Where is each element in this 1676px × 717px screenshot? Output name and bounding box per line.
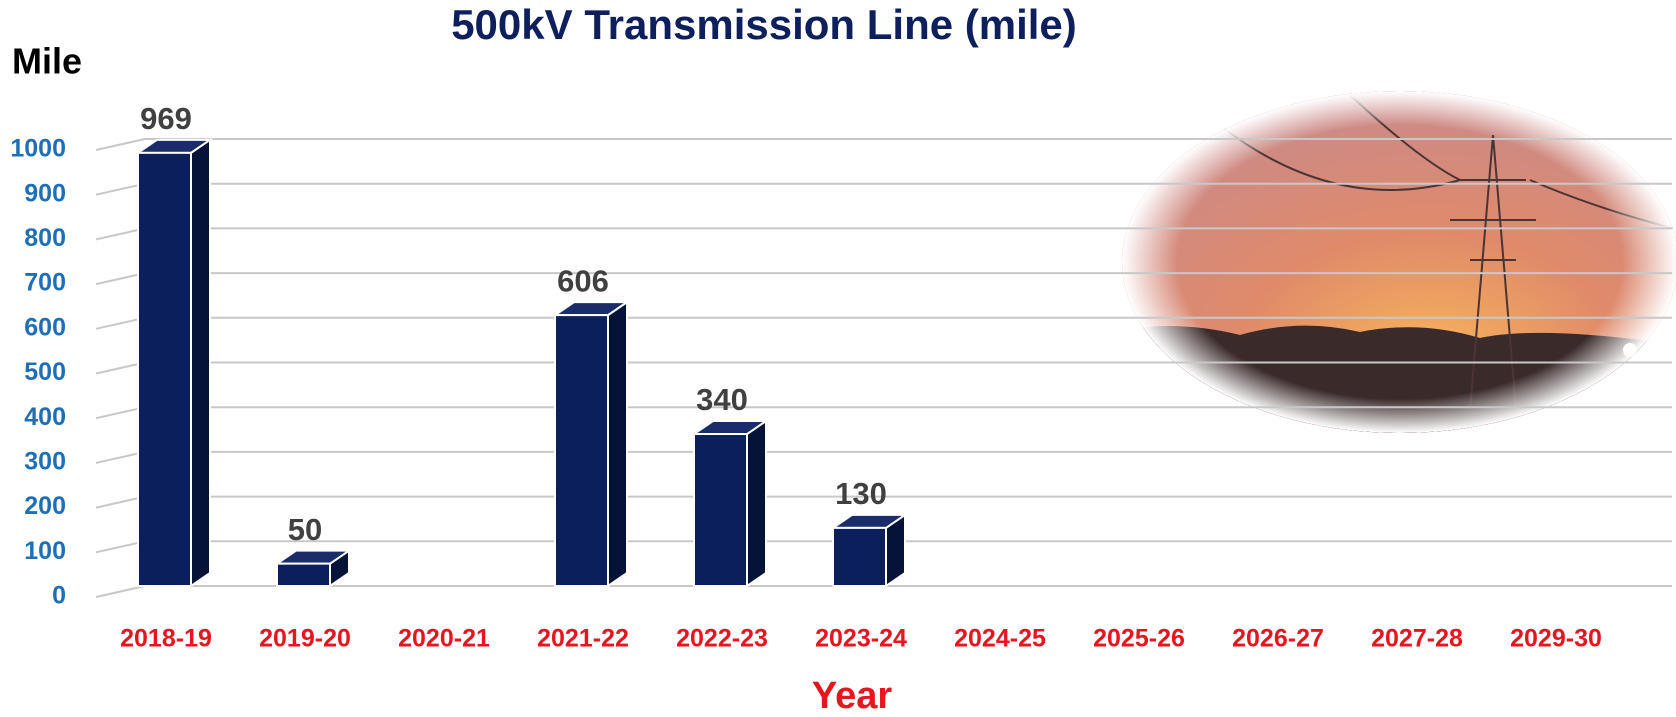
grid-line-side <box>96 139 145 150</box>
data-label: 969 <box>140 101 192 136</box>
bar <box>138 140 210 586</box>
bar-face <box>138 153 191 586</box>
data-label: 130 <box>835 476 887 511</box>
bar <box>277 551 349 586</box>
y-tick-label: 500 <box>24 358 66 386</box>
bar-face <box>555 315 608 586</box>
chart-title: 500kV Transmission Line (mile) <box>451 1 1077 48</box>
grid-line-side <box>96 586 145 597</box>
bar-face <box>608 302 627 586</box>
y-axis-title: Mile <box>12 41 82 82</box>
x-tick-label: 2023-24 <box>815 625 907 653</box>
x-tick-label: 2025-26 <box>1093 625 1185 653</box>
x-tick-label: 2026-27 <box>1232 625 1324 653</box>
x-tick-label: 2020-21 <box>398 625 490 653</box>
bar <box>694 421 766 586</box>
y-tick-label: 200 <box>24 492 66 520</box>
y-tick-label: 600 <box>24 313 66 341</box>
photo <box>1120 90 1676 440</box>
y-tick-label: 900 <box>24 179 66 207</box>
data-label: 340 <box>696 382 748 417</box>
x-tick-label: 2022-23 <box>676 625 768 653</box>
y-tick-label: 800 <box>24 224 66 252</box>
bar-face <box>191 140 210 586</box>
bar-face <box>277 564 330 586</box>
y-tick-label: 1000 <box>10 135 66 163</box>
x-tick-label: 2019-20 <box>259 625 351 653</box>
bar <box>555 302 627 586</box>
bar-face <box>694 434 747 586</box>
y-tick-label: 400 <box>24 403 66 431</box>
x-tick-label: 2021-22 <box>537 625 629 653</box>
y-tick-label: 0 <box>52 582 66 610</box>
chart: 500kV Transmission Line (mile) Mile Year… <box>0 0 1676 717</box>
y-tick-label: 300 <box>24 448 66 476</box>
x-tick-label: 2029-30 <box>1510 625 1602 653</box>
bar <box>833 515 905 586</box>
y-tick-label: 100 <box>24 537 66 565</box>
x-tick-label: 2024-25 <box>954 625 1046 653</box>
x-tick-label: 2027-28 <box>1371 625 1463 653</box>
x-tick-label: 2018-19 <box>120 625 212 653</box>
data-label: 50 <box>288 512 322 547</box>
bar-face <box>833 528 886 586</box>
x-axis-title: Year <box>812 675 893 717</box>
data-label: 606 <box>557 263 609 298</box>
y-tick-label: 700 <box>24 269 66 297</box>
bar-face <box>747 421 766 586</box>
